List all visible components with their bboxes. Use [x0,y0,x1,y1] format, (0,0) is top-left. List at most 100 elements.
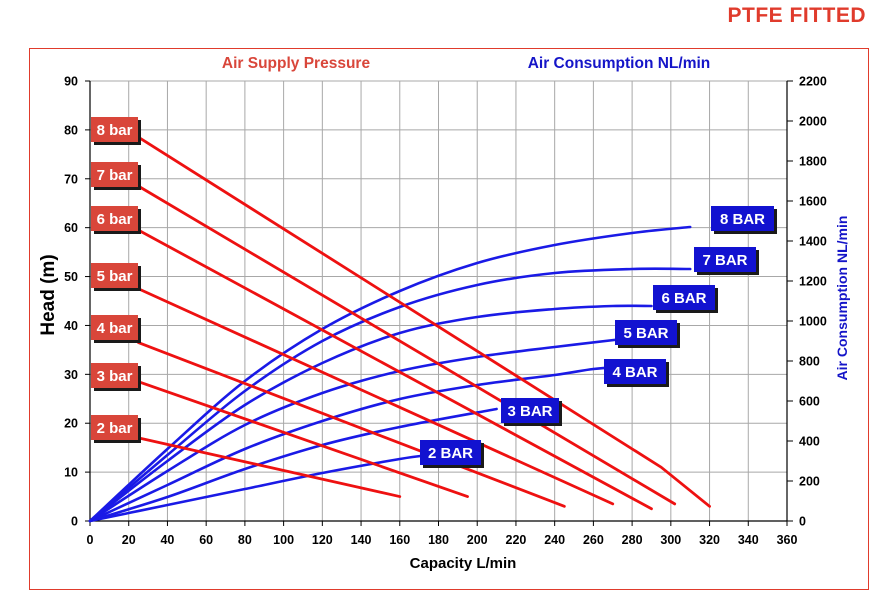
y-left-tick-label: 50 [64,270,78,284]
y-right-tick-label: 800 [799,355,820,369]
label-text: 3 BAR [507,403,552,420]
y-right-tick-label: 400 [799,435,820,449]
chart-frame [29,48,869,590]
consumption-label: 5 BAR [615,320,680,348]
y-right-tick-label: 1400 [799,235,827,249]
x-tick-label: 120 [312,533,333,547]
pressure-header: Air Supply Pressure [222,55,371,72]
y-left-tick-label: 30 [64,368,78,382]
y-left-tick-label: 90 [64,75,78,89]
label-text: 2 BAR [428,445,473,462]
y-right-tick-label: 2000 [799,115,827,129]
pressure-label: 7 bar [91,162,141,190]
y-right-tick-label: 200 [799,475,820,489]
label-box [653,285,715,310]
series-lines [88,135,711,523]
label-box [711,206,774,231]
x-tick-label: 300 [660,533,681,547]
label-text: 8 bar [97,122,133,139]
x-tick-label: 240 [544,533,565,547]
pressure-line [137,436,402,498]
consumption-label: 8 BAR [711,206,777,234]
x-tick-label: 20 [122,533,136,547]
pressure-line [137,287,615,506]
label-text: 5 bar [97,268,133,285]
y-left-tick-label: 10 [64,466,78,480]
label-box [604,359,666,384]
y-left-tick-label: 80 [64,123,78,137]
x-tick-label: 60 [199,533,213,547]
label-box [501,398,559,423]
axes [85,80,793,526]
x-axis-title: Capacity L/min [410,555,517,572]
x-tick-label: 260 [583,533,604,547]
consumption-label: 3 BAR [501,398,562,426]
y-left-tick-label: 60 [64,221,78,235]
x-tick-label: 220 [506,533,527,547]
label-text: 7 bar [97,167,133,184]
series-labels: 2 bar 3 bar 4 bar 5 bar 6 bar 7 bar 8 bar 2 BAR… [91,117,777,468]
pressure-label: 3 bar [91,363,141,391]
y-right-tick-label: 2200 [799,75,827,89]
y-axis-left-title: Head (m) [38,254,59,335]
consumption-header: Air Consumption NL/min [528,55,711,72]
label-text: 3 bar [97,368,133,385]
y-left-tick-label: 70 [64,172,78,186]
consumption-line [88,453,431,523]
x-tick-label: 100 [273,533,294,547]
label-text: 4 bar [97,320,133,337]
label-box [91,206,138,231]
x-tick-label: 160 [389,533,410,547]
x-tick-label: 180 [428,533,449,547]
consumption-label: 7 BAR [694,247,759,275]
label-box [91,415,138,440]
y-right-tick-label: 1600 [799,195,827,209]
x-tick-label: 340 [738,533,759,547]
y-left-tick-label: 20 [64,417,78,431]
label-text: 6 BAR [661,290,706,307]
y-left-tick-label: 40 [64,319,78,333]
consumption-line [88,304,653,523]
y-right-tick-label: 600 [799,395,820,409]
x-tick-label: 360 [777,533,798,547]
consumption-label: 2 BAR [420,440,484,468]
label-text: 6 bar [97,211,133,228]
consumption-label: 6 BAR [653,285,718,313]
label-text: 7 BAR [702,252,747,269]
label-text: 4 BAR [612,364,657,381]
label-box [91,363,138,388]
pressure-line [137,341,566,508]
tick-labels: 0 20 40 60 80 100 120 140 160 180 200 220 240 260 280 3… [64,75,827,548]
pressure-line [137,228,653,511]
label-text: 5 BAR [623,325,668,342]
x-tick-label: 0 [87,533,94,547]
label-box [91,162,138,187]
x-tick-label: 140 [351,533,372,547]
consumption-line [88,225,692,523]
x-tick-label: 280 [622,533,643,547]
pressure-label: 6 bar [91,206,141,234]
x-tick-label: 200 [467,533,488,547]
pressure-label: 8 bar [91,117,141,145]
label-box [694,247,756,272]
pressure-line [137,380,469,498]
pressure-line [137,184,677,506]
consumption-line [88,337,624,523]
pressure-line [137,135,711,508]
label-box [91,263,138,288]
consumption-label: 4 BAR [604,359,669,387]
x-tick-label: 40 [160,533,174,547]
pressure-label: 4 bar [91,315,141,343]
consumption-line [88,407,498,523]
y-left-tick-label: 0 [71,515,78,529]
y-right-tick-label: 1000 [799,315,827,329]
label-box [615,320,677,345]
x-tick-label: 320 [699,533,720,547]
label-box [420,440,481,465]
label-text: 2 bar [97,420,133,437]
y-axis-right-title: Air Consumption NL/min [834,216,850,381]
y-right-tick-label: 0 [799,515,806,529]
pressure-label: 2 bar [91,415,141,443]
label-box [91,117,138,142]
